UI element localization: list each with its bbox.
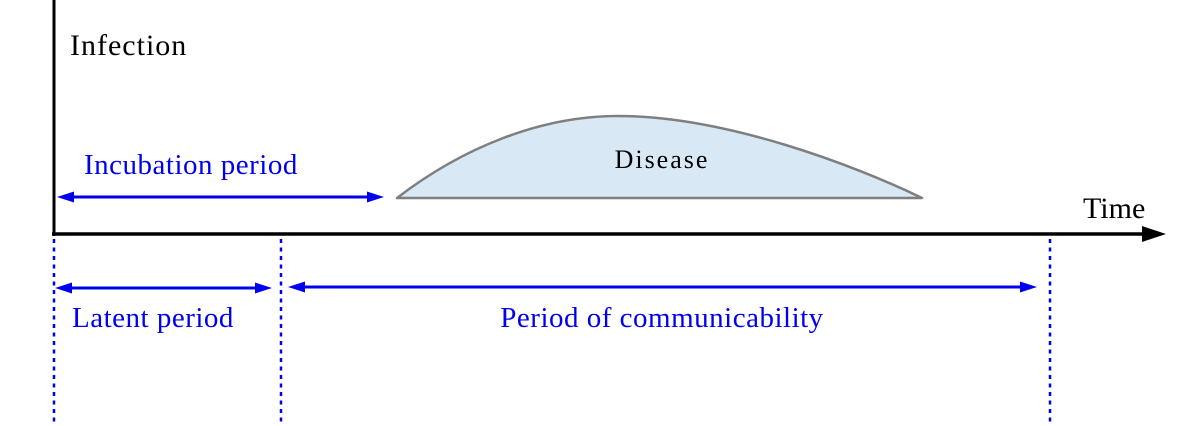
latent-arrow: [55, 282, 272, 294]
communicability-arrow: [288, 281, 1037, 293]
y-axis-label: Infection: [70, 29, 188, 62]
incubation-arrow: [57, 191, 384, 203]
communicability-arrowhead-left: [288, 281, 305, 293]
communicability-period-label: Period of communicability: [500, 302, 824, 334]
latent-arrowhead-right: [255, 282, 272, 294]
incubation-arrowhead-right: [367, 191, 384, 203]
communicability-arrowhead-right: [1020, 281, 1037, 293]
latent-arrowhead-left: [55, 282, 72, 294]
disease-curve: [395, 114, 924, 200]
latent-period-label: Latent period: [72, 302, 234, 334]
x-axis-label: Time: [1083, 192, 1146, 225]
x-axis-arrowhead: [1142, 226, 1166, 242]
incubation-period-label: Incubation period: [84, 149, 298, 181]
incubation-arrowhead-left: [57, 191, 74, 203]
disease-curve-label: Disease: [614, 145, 710, 174]
